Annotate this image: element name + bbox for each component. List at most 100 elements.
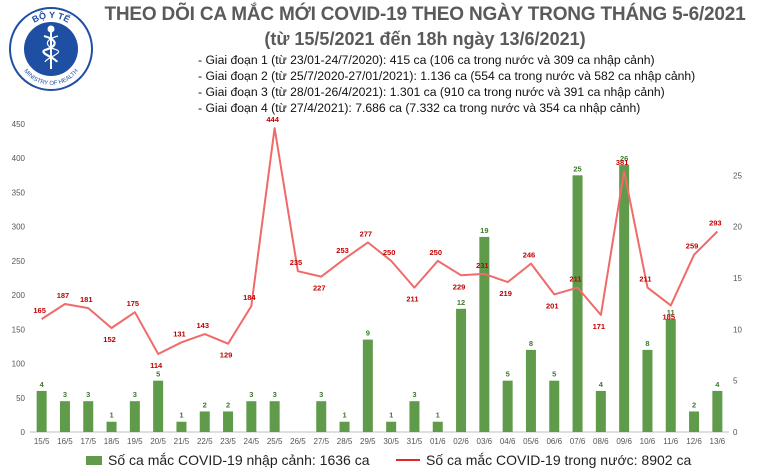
x-axis-tick-label: 15/5	[34, 437, 50, 446]
x-axis-tick-label: 01/6	[430, 437, 446, 446]
bar-data-label: 19	[480, 226, 488, 235]
bar	[36, 390, 47, 432]
legend-bar-label: Số ca mắc COVID-19 nhập cảnh: 1636 ca	[108, 452, 370, 468]
x-axis-tick-label: 27/5	[313, 437, 329, 446]
line-data-label: 219	[499, 289, 512, 298]
right-axis-tick-label: 15	[733, 274, 742, 283]
bar	[199, 411, 210, 432]
x-axis-tick-label: 18/5	[104, 437, 120, 446]
x-axis-tick-label: 23/5	[220, 437, 236, 446]
x-axis-tick-label: 21/5	[174, 437, 190, 446]
bar-data-label: 3	[319, 390, 323, 399]
bar	[572, 175, 583, 433]
left-axis-tick-label: 350	[12, 188, 26, 197]
bar-data-label: 3	[133, 390, 137, 399]
bar	[549, 380, 560, 432]
bar-data-label: 5	[552, 370, 556, 379]
right-axis-tick-label: 25	[733, 171, 742, 180]
bar	[595, 390, 606, 432]
phase-summary-list: - Giai đoạn 1 (từ 23/01-24/7/2020): 415 …	[198, 52, 695, 116]
bar	[223, 411, 234, 432]
bar-data-label: 12	[457, 298, 465, 307]
phase-item: - Giai đoạn 3 (từ 28/01-26/4/2021): 1.30…	[198, 85, 665, 99]
line-data-label: 152	[103, 335, 116, 344]
bar-data-label: 1	[342, 411, 346, 420]
bar	[619, 165, 630, 433]
line-data-label: 229	[453, 282, 466, 291]
x-axis-tick-label: 19/5	[127, 437, 143, 446]
bar-data-label: 1	[109, 411, 113, 420]
x-axis-tick-label: 07/6	[570, 437, 586, 446]
line-data-label: 250	[429, 248, 442, 257]
domestic-cases-line	[41, 127, 719, 355]
bar-data-label: 3	[412, 390, 416, 399]
line-data-label: 187	[57, 291, 70, 300]
x-axis-tick-label: 02/6	[453, 437, 469, 446]
bar-data-label: 4	[715, 380, 720, 389]
x-axis-tick-label: 10/6	[640, 437, 656, 446]
bar	[642, 349, 653, 432]
legend-bar-swatch	[86, 455, 102, 465]
bar-data-label: 3	[63, 390, 67, 399]
right-axis-tick-label: 20	[733, 223, 742, 232]
right-axis-tick-label: 0	[733, 428, 738, 437]
line-data-label: 114	[150, 361, 163, 370]
legend-line-swatch	[396, 459, 420, 461]
line-data-label: 231	[476, 261, 489, 270]
x-axis-tick-label: 30/5	[383, 437, 399, 446]
x-axis-tick-label: 28/5	[337, 437, 353, 446]
bar	[176, 421, 187, 432]
moh-logo: BỘ Y TẾ MINISTRY OF HEALTH	[9, 7, 93, 91]
bar-data-label: 3	[86, 390, 90, 399]
bar	[689, 411, 700, 432]
bar	[59, 401, 70, 432]
line-data-label: 259	[686, 242, 699, 251]
line-data-label: 253	[336, 246, 349, 255]
x-axis-tick-label: 05/6	[523, 437, 539, 446]
line-data-label: 184	[243, 293, 256, 302]
title-line-2: (từ 15/5/2021 đến 18h ngày 13/6/2021)	[264, 29, 586, 49]
bar	[502, 380, 513, 432]
bar-data-label: 26	[620, 154, 628, 163]
legend-line-entry: Số ca mắc COVID-19 trong nước: 8902 ca	[396, 449, 691, 471]
line-data-label: 444	[266, 115, 279, 124]
line-data-label: 246	[523, 251, 536, 260]
phase-item: - Giai đoạn 2 (từ 25/7/2020-27/01/2021):…	[198, 69, 696, 83]
line-data-label: 211	[569, 275, 581, 284]
line-data-label: 293	[709, 218, 722, 227]
bar-data-label: 4	[40, 380, 45, 389]
svg-text:BỘ Y TẾ: BỘ Y TẾ	[30, 9, 71, 24]
bar	[525, 349, 536, 432]
bar-data-label: 3	[273, 390, 277, 399]
left-axis-tick-label: 200	[12, 291, 26, 300]
bar	[153, 380, 164, 432]
phase-item: - Giai đoạn 1 (từ 23/01-24/7/2020): 415 …	[198, 53, 655, 67]
line-data-label: 143	[196, 321, 209, 330]
x-axis-tick-label: 25/5	[267, 437, 283, 446]
caduceus-icon	[42, 25, 60, 69]
bar-data-label: 25	[573, 164, 581, 173]
bar-data-label: 1	[436, 411, 440, 420]
bar	[386, 421, 397, 432]
legend-line-label: Số ca mắc COVID-19 trong nước: 8902 ca	[426, 452, 692, 468]
line-data-label: 201	[546, 301, 559, 310]
line-data-label: 131	[173, 329, 186, 338]
left-axis-tick-label: 300	[12, 223, 26, 232]
line-data-label: 175	[127, 299, 140, 308]
left-axis-tick-label: 400	[12, 154, 26, 163]
bar	[456, 308, 467, 432]
line-data-label: 381	[616, 158, 629, 167]
bar	[409, 401, 420, 432]
bar-data-label: 3	[249, 390, 253, 399]
line-data-label: 171	[593, 322, 606, 331]
x-axis-tick-label: 11/6	[663, 437, 679, 446]
right-axis-tick-label: 5	[733, 377, 738, 386]
right-axis-tick-label: 10	[733, 325, 742, 334]
line-data-label: 185	[662, 312, 675, 321]
left-axis-tick-label: 0	[21, 428, 26, 437]
bar	[316, 401, 327, 432]
bar	[106, 421, 117, 432]
x-axis-tick-label: 08/6	[593, 437, 609, 446]
line-data-label: 250	[383, 248, 396, 257]
